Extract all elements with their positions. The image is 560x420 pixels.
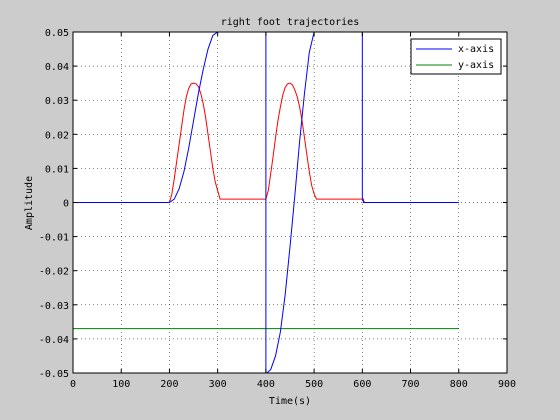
y-tick-label: -0.02 [39,267,69,278]
x-tick-label: 0 [70,379,76,390]
y-tick-label: -0.03 [39,301,69,312]
x-tick-label: 500 [305,379,323,390]
series-layer [73,32,459,373]
y-tick-label: 0.04 [45,62,69,73]
chart-title: right foot trajectories [221,17,359,28]
series-line-2 [73,82,459,203]
y-tick-label: 0.01 [45,164,69,175]
legend-label-x-axis: x-axis [458,44,494,55]
y-tick-label: 0.05 [45,28,69,39]
legend-label-y-axis: y-axis [458,60,494,71]
x-tick-label: 600 [353,379,371,390]
x-tick-label: 800 [450,379,468,390]
x-tick-label: 900 [498,379,516,390]
y-tick-label: -0.01 [39,233,69,244]
y-axis-label: Amplitude [24,176,35,230]
y-tick-label: 0.03 [45,96,69,107]
series-line-x-axis [73,32,459,373]
x-tick-label: 200 [160,379,178,390]
x-tick-label: 700 [402,379,420,390]
y-tick-label: 0.02 [45,130,69,141]
y-tick-label: -0.05 [39,369,69,380]
legend: x-axis y-axis [410,38,502,75]
y-tick-label: -0.04 [39,335,69,346]
legend-box [410,38,502,75]
x-tick-label: 300 [209,379,227,390]
ticks: 0 100 200 300 400 500 600 700 800 900 -0.05 -0.04 -0… [39,28,516,390]
x-tick-label: 400 [257,379,275,390]
x-tick-label: 100 [112,379,130,390]
x-axis-label: Time(s) [269,396,311,407]
y-tick-label: 0 [63,199,69,210]
